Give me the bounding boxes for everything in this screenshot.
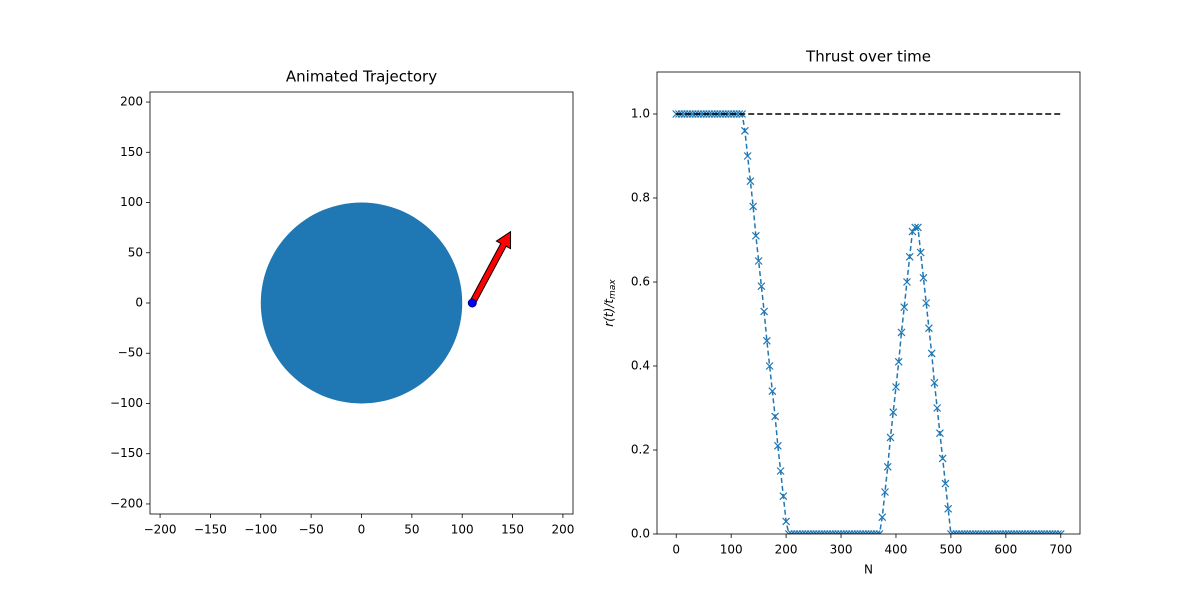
marker — [782, 517, 791, 526]
x-tick-label: 150 — [501, 523, 524, 537]
y-tick-label: 0.2 — [631, 443, 650, 457]
y-tick-label: 0.0 — [631, 527, 650, 541]
marker — [886, 433, 895, 442]
marker — [773, 441, 782, 450]
y-tick-label: 100 — [120, 195, 143, 209]
marker — [746, 177, 755, 186]
marker — [765, 362, 774, 370]
y-tick-label: 200 — [120, 95, 143, 109]
x-tick-label: 500 — [939, 543, 962, 557]
y-tick-label: 0 — [135, 296, 143, 310]
y-tick-label: 0.6 — [631, 275, 650, 289]
marker — [938, 454, 947, 463]
marker — [900, 303, 909, 312]
y-tick-label: −100 — [110, 396, 143, 410]
marker — [754, 257, 763, 265]
marker — [905, 252, 914, 261]
marker — [894, 357, 903, 366]
spacecraft — [467, 298, 477, 308]
marker — [743, 152, 752, 160]
marker — [749, 202, 758, 211]
marker — [771, 412, 780, 421]
marker — [908, 227, 917, 236]
marker — [1054, 530, 1062, 534]
marker — [897, 328, 906, 337]
marker — [892, 383, 900, 391]
plot-area — [260, 202, 512, 404]
y-tick-label: 50 — [128, 245, 143, 259]
marker — [944, 504, 953, 513]
marker — [903, 278, 911, 286]
x-tick-label: −150 — [194, 523, 227, 537]
y-tick-label: −50 — [118, 346, 143, 360]
x-tick-label: 50 — [404, 523, 419, 537]
marker — [925, 324, 933, 333]
planet — [260, 202, 463, 404]
marker — [922, 299, 931, 307]
marker — [935, 429, 944, 438]
y-tick-label: −200 — [110, 496, 143, 510]
x-axis-label: N — [864, 563, 873, 577]
axes-frame — [149, 91, 574, 515]
x-tick-label: 100 — [720, 543, 743, 557]
marker — [757, 282, 766, 291]
marker — [776, 467, 785, 475]
marker — [941, 479, 950, 488]
y-axis-label: r(t)/tmax — [602, 279, 618, 327]
x-tick-label: 300 — [830, 543, 853, 557]
y-axis-label-main: r(t)/t — [602, 298, 616, 327]
x-tick-label: 200 — [775, 543, 798, 557]
marker — [762, 336, 771, 345]
x-tick-label: 0 — [672, 543, 680, 557]
y-axis-label-sub: max — [608, 279, 618, 299]
y-tick-label: 0.8 — [631, 191, 650, 205]
thrust-arrow — [468, 230, 512, 306]
x-tick-label: 700 — [1049, 543, 1072, 557]
y-tick-label: 0.4 — [631, 359, 650, 373]
chart-title: Thrust over time — [805, 48, 931, 66]
marker — [881, 488, 889, 496]
y-tick-label: −150 — [110, 446, 143, 460]
marker — [914, 223, 922, 232]
x-tick-label: 100 — [451, 523, 474, 537]
marker — [933, 404, 942, 412]
marker — [930, 378, 939, 387]
chart-title: Animated Trajectory — [286, 68, 437, 86]
x-tick-label: −50 — [298, 523, 323, 537]
x-tick-label: 0 — [358, 523, 366, 537]
y-tick-label: 1.0 — [631, 107, 650, 121]
marker — [740, 126, 749, 135]
marker — [878, 513, 887, 522]
marker — [751, 231, 760, 240]
marker — [916, 248, 925, 257]
y-tick-label: 150 — [120, 145, 143, 159]
axes-frame — [656, 71, 1081, 535]
marker — [768, 387, 777, 396]
x-tick-label: 400 — [885, 543, 908, 557]
marker — [760, 307, 769, 316]
marker — [919, 273, 928, 282]
marker — [883, 462, 892, 471]
x-tick-label: 600 — [994, 543, 1017, 557]
marker — [889, 408, 898, 417]
marker — [927, 349, 936, 358]
x-tick-label: −100 — [244, 523, 277, 537]
x-tick-label: −200 — [144, 523, 177, 537]
x-tick-label: 200 — [551, 523, 574, 537]
marker — [875, 530, 884, 534]
marker — [872, 530, 881, 534]
marker — [779, 492, 788, 501]
marker — [1056, 530, 1065, 534]
marker — [911, 223, 920, 232]
